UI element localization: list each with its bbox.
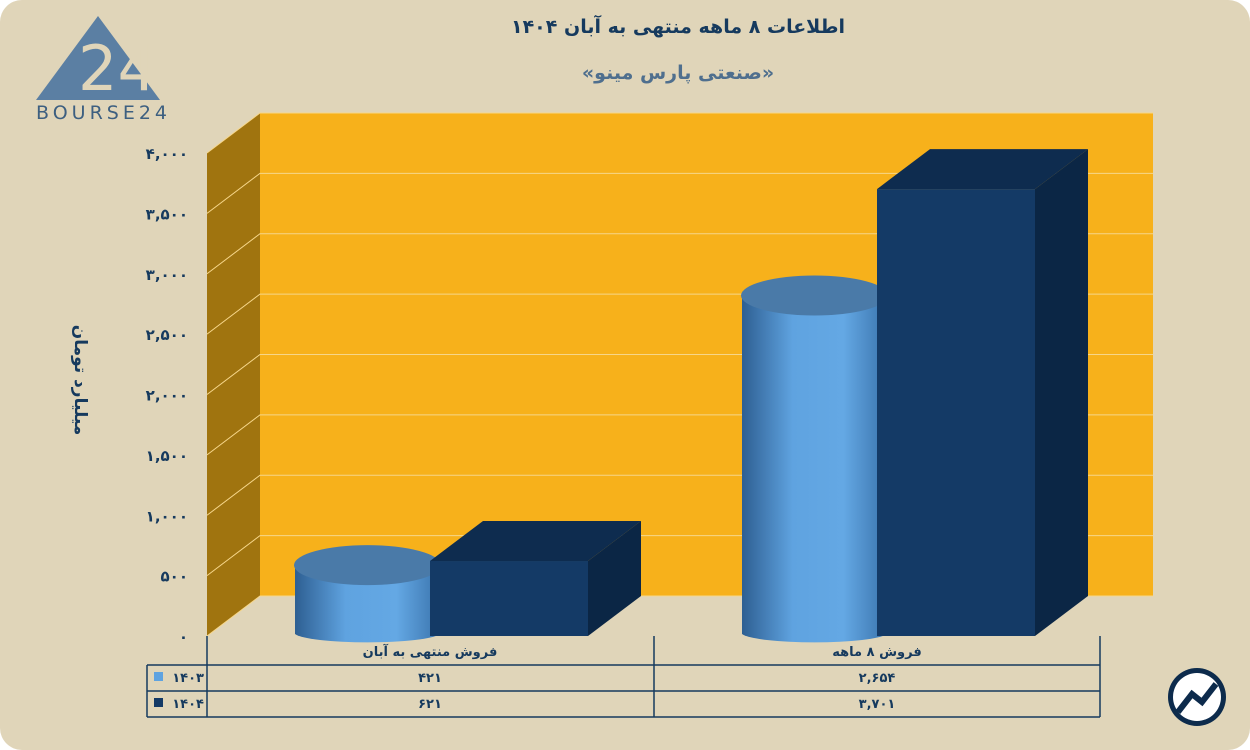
chart-title: اطلاعات ۸ ماهه منتهی به آبان ۱۴۰۴: [510, 16, 846, 38]
bar-1403-top: [741, 275, 888, 316]
y-tick-label: ۳,۰۰۰: [146, 266, 188, 284]
logo-text: BOURSE24: [36, 102, 172, 124]
trend-icon-line: [1175, 682, 1219, 714]
bar-1403-top: [294, 545, 441, 586]
data-label: ۴۲۱: [418, 671, 442, 686]
bar-1403: [742, 295, 887, 643]
y-tick-label: ۰: [179, 628, 188, 646]
bar-1404-side: [1035, 149, 1088, 636]
data-label: ۳,۷۰۱: [859, 697, 896, 712]
y-tick-label: ۲,۰۰۰: [146, 387, 188, 405]
y-tick-label: ۱,۵۰۰: [146, 447, 188, 465]
logo-numeral: 24: [78, 32, 157, 105]
legend-label: ۱۴۰۳: [172, 671, 204, 686]
legend-swatch: [154, 672, 163, 681]
gridline: [206, 112, 1153, 154]
legend-swatch: [154, 698, 163, 707]
bar-1404-top: [877, 149, 1088, 190]
y-axis-label: میلیارد تومان: [70, 324, 90, 436]
chart-subtitle: «صنعتی پارس مینو»: [581, 62, 775, 84]
y-tick-label: ۵۰۰: [161, 568, 188, 586]
category-label: فروش منتهی به آبان: [363, 643, 498, 660]
bar-1404-side: [588, 521, 641, 636]
gridline: [206, 233, 1153, 275]
bar-1404-top: [430, 521, 641, 562]
y-tick-label: ۱,۰۰۰: [146, 507, 188, 525]
category-label: فروش ۸ ماهه: [832, 645, 921, 660]
y-tick-label: ۴,۰۰۰: [146, 145, 188, 163]
legend-label: ۱۴۰۴: [172, 697, 204, 712]
bar-1404: [877, 189, 1035, 636]
gridline: [206, 172, 1153, 214]
data-label: ۲,۶۵۴: [859, 671, 896, 686]
bar-1403: [295, 565, 440, 643]
y-tick-label: ۲,۵۰۰: [146, 326, 188, 344]
y-tick-label: ۳,۵۰۰: [146, 205, 188, 223]
data-label: ۶۲۱: [418, 697, 442, 712]
logo-triangle: [36, 16, 160, 100]
bar-1404: [430, 561, 588, 636]
